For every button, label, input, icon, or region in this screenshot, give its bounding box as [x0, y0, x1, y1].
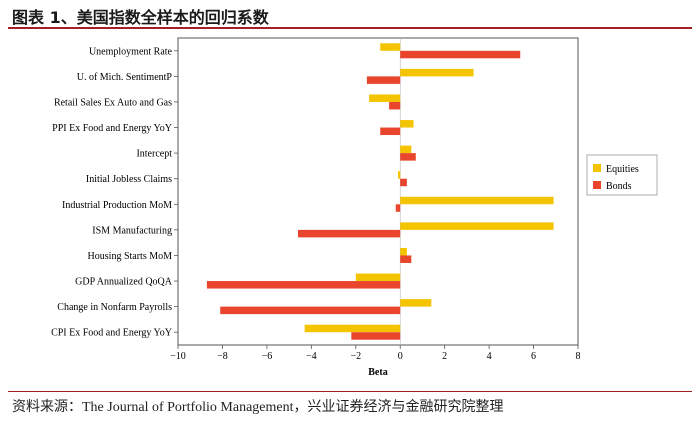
x-tick-label: 0 — [398, 351, 403, 362]
bonds-bar — [400, 255, 412, 263]
category-label: Change in Nonfarm Payrolls — [57, 302, 172, 313]
bonds-bar — [400, 153, 416, 161]
legend-label-equities: Equities — [606, 164, 639, 175]
equities-bar — [400, 196, 554, 205]
equities-bar — [400, 299, 432, 307]
equities-bar — [400, 68, 474, 77]
x-tick-label: 4 — [487, 351, 492, 362]
source-note: 资料来源：The Journal of Portfolio Management… — [12, 400, 504, 415]
category-label: PPI Ex Food and Energy YoY — [52, 123, 172, 134]
bonds-bar — [206, 281, 401, 289]
figure-title: 图表 1、美国指数全样本的回归系数 — [12, 8, 269, 27]
equities-bar — [355, 273, 401, 282]
source-rule — [8, 391, 692, 392]
category-label: Retail Sales Ex Auto and Gas — [54, 97, 172, 108]
bonds-bar — [400, 178, 407, 187]
x-tick-label: −4 — [306, 351, 317, 362]
bonds-bar — [400, 50, 521, 59]
category-label: GDP Annualized QoQA — [75, 277, 173, 288]
x-axis-title: Beta — [368, 367, 387, 378]
bonds-bar — [220, 306, 401, 315]
legend-swatch-equities — [593, 164, 601, 172]
category-label: ISM Manufacturing — [92, 225, 172, 236]
category-label: U. of Mich. SentimentP — [77, 72, 173, 83]
equities-bar — [400, 247, 407, 256]
bonds-bar — [389, 101, 401, 110]
bonds-bar — [351, 332, 401, 340]
x-tick-label: 2 — [442, 351, 447, 362]
bonds-bar — [298, 229, 401, 238]
bonds-bar — [380, 127, 401, 136]
equities-bar — [400, 145, 412, 154]
x-tick-label: 6 — [531, 351, 536, 362]
x-tick-label: 8 — [576, 351, 581, 362]
legend-label-bonds: Bonds — [606, 181, 632, 192]
bonds-bar — [395, 204, 401, 212]
bonds-bar — [366, 76, 401, 84]
category-label: Industrial Production MoM — [62, 200, 172, 211]
equities-bar — [400, 120, 414, 128]
equities-bar — [398, 171, 401, 179]
plot-frame — [177, 37, 579, 346]
legend-swatch-bonds — [593, 181, 601, 189]
category-label: Unemployment Rate — [89, 46, 173, 57]
equities-bar — [380, 43, 401, 51]
equities-bar — [400, 222, 554, 230]
title-rule — [8, 27, 692, 29]
x-tick-label: −2 — [350, 351, 361, 362]
equities-bar — [369, 94, 401, 102]
category-label: CPI Ex Food and Energy YoY — [51, 328, 172, 339]
category-label: Housing Starts MoM — [88, 251, 173, 262]
x-tick-label: −8 — [217, 351, 228, 362]
category-label: Initial Jobless Claims — [86, 174, 172, 185]
equities-bar — [304, 324, 401, 333]
x-tick-label: −10 — [170, 351, 186, 362]
x-tick-label: −6 — [262, 351, 273, 362]
category-label: Intercept — [136, 149, 172, 160]
